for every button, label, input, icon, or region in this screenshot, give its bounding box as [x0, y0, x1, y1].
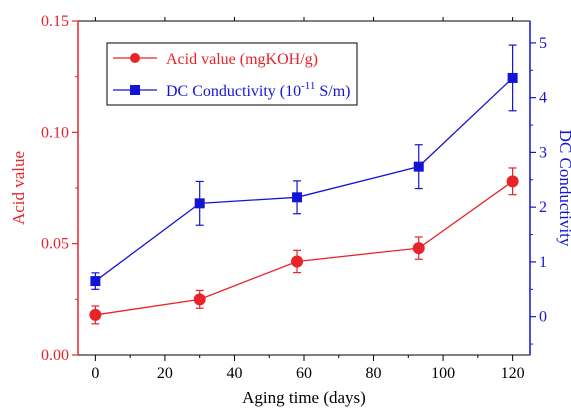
x-tick-label: 100 [431, 365, 455, 382]
data-point-square [194, 198, 205, 209]
data-point-square [507, 72, 518, 83]
x-axis-ticks: 0 20 40 60 80 100 120 [91, 17, 525, 382]
x-tick-label: 20 [157, 365, 173, 382]
x-tick-label: 80 [366, 365, 382, 382]
legend-label-dc-main: DC Conductivity (10 [166, 83, 301, 100]
left-tick-label: 0.15 [41, 13, 69, 30]
data-point-circle [291, 255, 304, 268]
legend-item-dc-conductivity: DC Conductivity (10-11 S/m) [113, 80, 351, 100]
series-layer [89, 44, 519, 325]
left-axis-label: Acid value [9, 151, 28, 225]
x-tick-label: 0 [91, 365, 99, 382]
legend-marker-acid-value [130, 53, 140, 63]
legend-label-acid-value: Acid value (mgKOH/g) [166, 51, 318, 68]
right-axis-label: DC Conductivity [556, 130, 571, 247]
data-point-square [413, 161, 424, 172]
x-tick-label: 120 [501, 365, 525, 382]
right-tick-label: 0 [539, 309, 547, 326]
left-tick-label: 0.10 [41, 124, 69, 141]
series-line-0 [95, 180, 513, 316]
data-point-square [90, 276, 101, 287]
x-tick-label: 40 [226, 365, 242, 382]
right-tick-label: 5 [539, 35, 547, 52]
right-tick-label: 1 [539, 254, 547, 271]
data-point-circle [412, 242, 425, 255]
legend-item-acid-value: Acid value (mgKOH/g) [113, 51, 318, 68]
right-tick-label: 3 [539, 144, 547, 161]
series-line-1 [94, 77, 514, 282]
x-axis-label: Aging time (days) [242, 388, 366, 407]
legend-label-dc-tail: S/m) [315, 83, 350, 100]
legend: Acid value (mgKOH/g) DC Conductivity (10… [106, 42, 358, 106]
x-tick-label: 60 [296, 365, 312, 382]
right-tick-label: 4 [539, 90, 547, 107]
right-tick-label: 2 [539, 199, 547, 216]
left-tick-label: 0.00 [41, 347, 69, 364]
data-point-circle [193, 293, 206, 306]
legend-label-dc-exponent: -11 [301, 80, 315, 92]
legend-label-dc-conductivity: DC Conductivity (10-11 S/m) [166, 80, 351, 100]
left-axis-ticks: 0.00 0.05 0.10 0.15 [41, 13, 78, 364]
data-point-square [292, 192, 303, 203]
data-point-circle [89, 308, 102, 321]
legend-marker-dc-conductivity [130, 85, 140, 95]
legend-box [106, 42, 358, 106]
left-tick-label: 0.05 [41, 236, 69, 253]
data-point-circle [506, 175, 519, 188]
right-axis-ticks: 0 1 2 3 4 5 [530, 35, 547, 345]
